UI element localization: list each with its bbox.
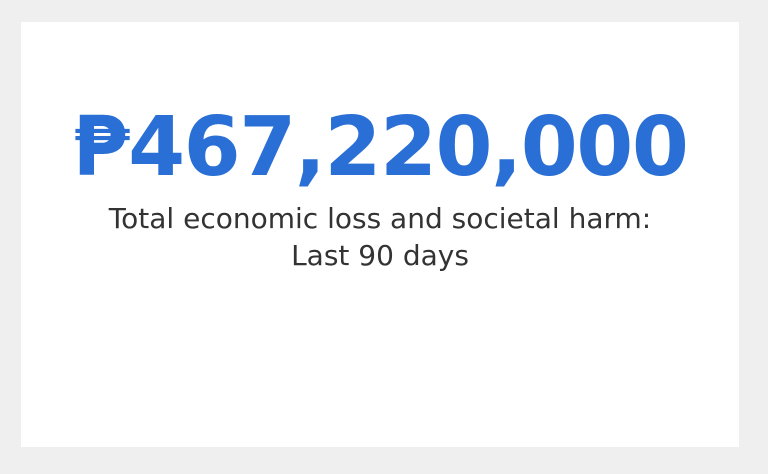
caption-line-1: Total economic loss and societal harm:	[108, 202, 652, 235]
stat-card: ₱467,220,000 Total economic loss and soc…	[21, 22, 739, 447]
total-loss-amount: ₱467,220,000	[72, 100, 689, 195]
caption-line-2: Last 90 days	[291, 239, 469, 272]
stat-caption: Total economic loss and societal harm: L…	[21, 200, 739, 274]
